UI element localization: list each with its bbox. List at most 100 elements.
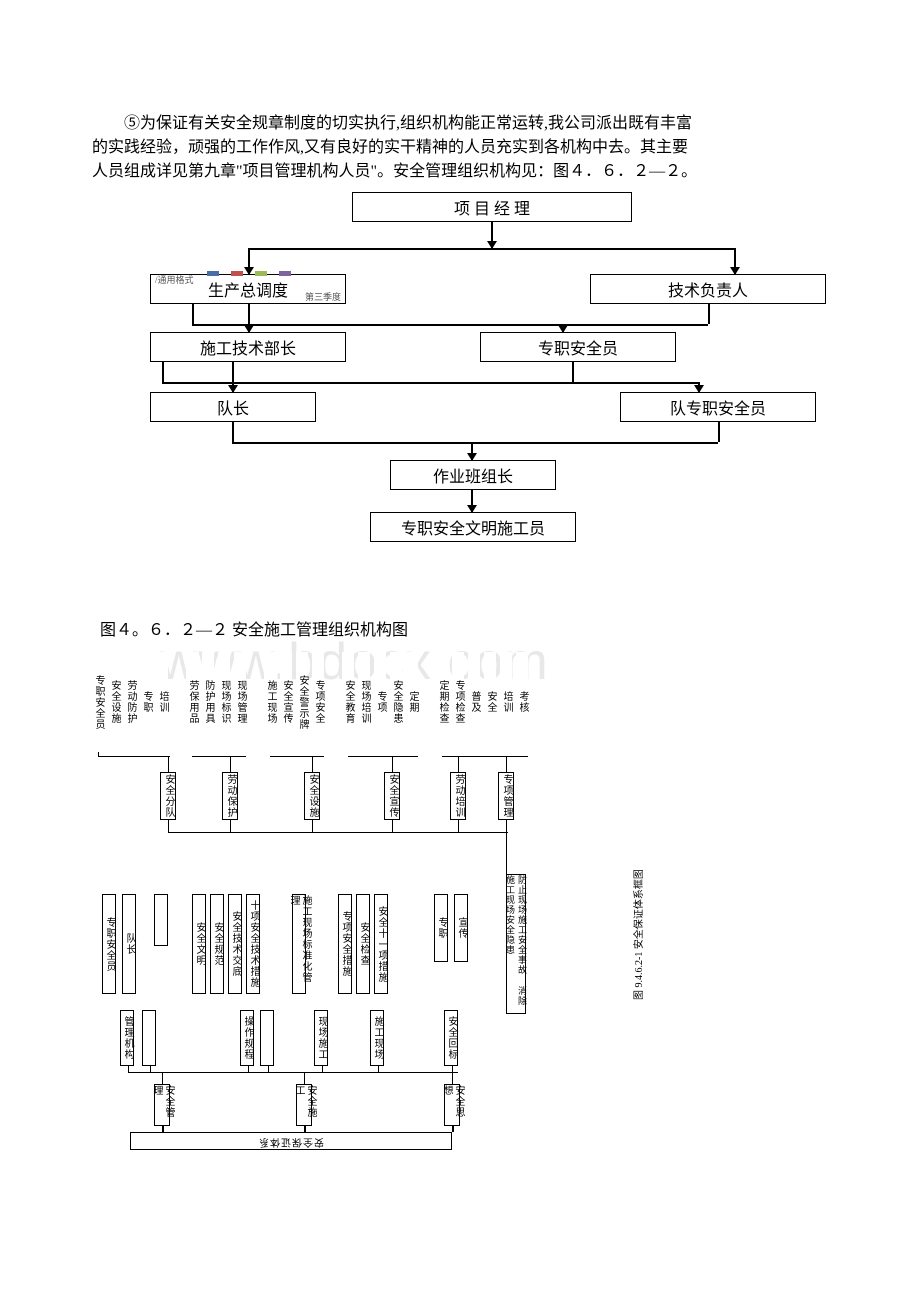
- leaf: 防护用具: [202, 652, 214, 752]
- node-work-team: 作业班组长: [390, 460, 556, 490]
- sub: 安全规范: [210, 894, 224, 994]
- c: [458, 820, 459, 832]
- l2-node: 安全设施: [304, 772, 320, 820]
- node-team-leader: 队长: [150, 392, 316, 422]
- node-safety-worker: 专职安全文明施工员: [370, 512, 576, 542]
- node-safety-officer: 专职安全员: [480, 332, 676, 362]
- arrow: [734, 248, 736, 274]
- para-line-1: ⑤为保证有关安全规章制度的切实执行,组织机构能正常运转,我公司派出既有丰富: [92, 112, 848, 136]
- connector: [232, 442, 718, 444]
- para-line-3: 人员组成详见第九章"项目管理机构人员"。安全管理组织机构见：图４．６．２—２。: [92, 160, 848, 184]
- c: [98, 756, 170, 757]
- leaf: 专职: [140, 652, 152, 752]
- connector: [718, 422, 720, 442]
- c: [506, 820, 507, 874]
- overlay-quarter: 第三季度: [305, 290, 341, 303]
- c: [168, 820, 169, 832]
- mid-node: 现场施工: [314, 1010, 328, 1066]
- connector: [162, 362, 164, 382]
- c: [98, 752, 99, 756]
- c: [312, 756, 313, 772]
- node-team-safety: 队专职安全员: [620, 392, 816, 422]
- c: [248, 1066, 249, 1072]
- org-chart-top: 项 目 经 理 /通用格式 生产总调度 第三季度 技术负责人 施工技术部长 专职…: [92, 192, 848, 580]
- c: [150, 1066, 151, 1072]
- leaf: 专项: [374, 652, 386, 752]
- color-swatch: [207, 271, 219, 276]
- connector: [192, 324, 708, 326]
- c: [392, 820, 393, 832]
- l2-node: 劳动培训: [450, 772, 466, 820]
- connector: [248, 248, 736, 250]
- leaf: 安全设施: [108, 652, 120, 752]
- connector: [232, 422, 234, 442]
- color-swatch: [279, 271, 291, 276]
- c: [348, 756, 418, 757]
- node-project-manager: 项 目 经 理: [352, 192, 632, 222]
- leaf: 专项安全: [312, 652, 324, 752]
- mid-node: [142, 1010, 156, 1066]
- sub: [154, 894, 168, 946]
- sub: 十项安全技术措施: [246, 894, 260, 994]
- leaf: 培训: [156, 652, 168, 752]
- leaf: 定期检查: [436, 652, 448, 752]
- sub: 专职安全员: [102, 894, 116, 994]
- arrow: [248, 248, 250, 274]
- l1-node: 安全管理: [154, 1084, 170, 1126]
- connector: [708, 304, 710, 324]
- c: [230, 756, 231, 772]
- c: [230, 820, 231, 832]
- c: [268, 1066, 269, 1072]
- leaf: 安全宣传: [280, 652, 292, 752]
- leaf: 培训: [500, 652, 512, 752]
- c: [270, 756, 324, 757]
- l2-node: 安全宣传: [384, 772, 400, 820]
- sub: 专职: [434, 894, 448, 962]
- arrow: [471, 490, 473, 512]
- leaf: 现场培训: [358, 652, 370, 752]
- sub: 宣传: [454, 894, 468, 962]
- leaf: 安全隐患: [390, 652, 402, 752]
- color-swatch: [231, 271, 243, 276]
- node-production-dispatch: /通用格式 生产总调度 第三季度: [150, 274, 346, 304]
- long-box: 防止现场施工安全事故 消除施工现场安全隐患: [506, 874, 526, 1014]
- sub: 专项安全措施: [338, 894, 352, 994]
- c: [312, 820, 313, 832]
- l1-node: 安全思想: [444, 1084, 460, 1126]
- c: [452, 1126, 454, 1132]
- c: [128, 1072, 458, 1073]
- sub: 施工现场标准化管理: [292, 894, 306, 994]
- arrow: [491, 222, 493, 248]
- connector: [572, 362, 574, 382]
- node-tech-dept: 施工技术部长: [150, 332, 346, 362]
- leaf: 劳保用品: [186, 652, 198, 752]
- leaf: 定期: [406, 652, 418, 752]
- c: [168, 756, 169, 772]
- c: [378, 1066, 379, 1072]
- sub: 队长: [122, 894, 136, 994]
- c: [322, 1066, 323, 1072]
- mid-node: [260, 1010, 274, 1066]
- sub: 安全检查: [356, 894, 370, 994]
- intro-paragraph: ⑤为保证有关安全规章制度的切实执行,组织机构能正常运转,我公司派出既有丰富 的实…: [92, 112, 848, 184]
- l2-node: 劳动保护: [222, 772, 238, 820]
- leaf: 安全警示牌: [296, 652, 308, 752]
- mid-node: 操作规程: [240, 1010, 254, 1066]
- node-tech-lead: 技术负责人: [590, 274, 826, 304]
- arrow: [248, 304, 250, 332]
- sub: 安全技术交底: [228, 894, 242, 994]
- c: [168, 832, 508, 833]
- leaf: 专项检查: [452, 652, 464, 752]
- sub: 安全十一项措施: [374, 894, 388, 994]
- c: [304, 1072, 305, 1084]
- c: [506, 756, 507, 772]
- leaf: 劳动防护: [124, 652, 136, 752]
- side-caption: 图 9.4.6.2-1 安全保证体系框图: [630, 869, 645, 1000]
- sub: 安全文明: [192, 894, 206, 994]
- c: [452, 1072, 453, 1084]
- arrow: [232, 362, 234, 392]
- l1-node: 安全施工: [296, 1084, 312, 1126]
- leaf: 安全: [484, 652, 496, 752]
- trunk-box: 安全保证体系: [130, 1132, 452, 1150]
- overlay-label: /通用格式: [155, 273, 194, 286]
